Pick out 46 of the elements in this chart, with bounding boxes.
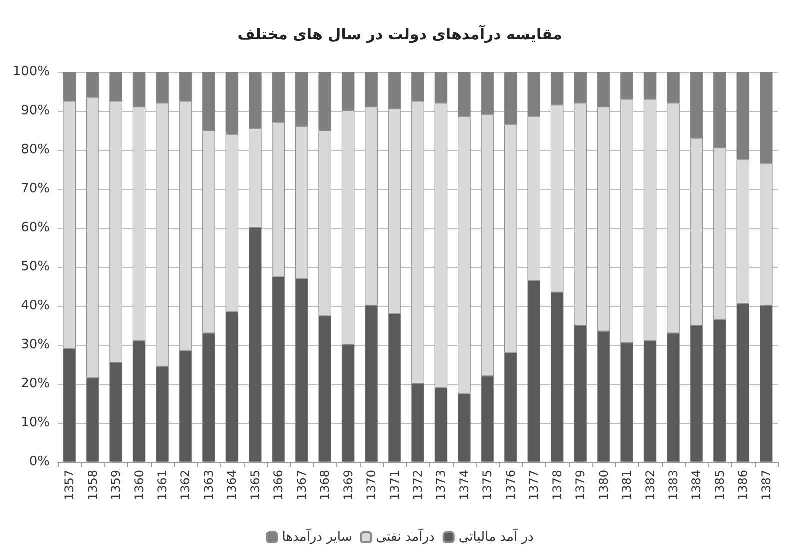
x-tick-label: 1384: [690, 470, 704, 501]
x-tick-label: 1358: [86, 470, 100, 501]
y-tick-label: 40%: [21, 298, 50, 314]
y-tick-label: 20%: [21, 376, 50, 392]
x-tick-label: 1379: [574, 470, 588, 501]
x-tick-label: 1378: [550, 470, 564, 501]
legend-label: در آمد مالیاتی: [458, 528, 534, 545]
x-tick-label: 1360: [132, 470, 146, 501]
x-tick-label: 1383: [666, 470, 680, 501]
x-tick-label: 1359: [109, 470, 124, 501]
chart-title: مقایسه درآمدهای دولت در سال های مختلف: [238, 24, 562, 44]
x-tick-label: 1364: [225, 470, 240, 501]
x-tick-label: 1382: [643, 470, 658, 501]
y-tick-label: 80%: [21, 142, 50, 158]
x-tick-label: 1357: [62, 470, 77, 501]
legend-label: سایر درآمدها: [282, 528, 352, 545]
x-tick-label: 1372: [411, 470, 425, 501]
x-tick-label: 1366: [272, 470, 286, 501]
x-tick-label: 1370: [364, 470, 379, 501]
y-tick-label: 60%: [21, 220, 50, 236]
x-tick-label: 1368: [318, 470, 332, 501]
x-tick-label: 1374: [457, 470, 472, 501]
x-tick-label: 1385: [712, 470, 727, 501]
x-tick-label: 1376: [504, 470, 518, 501]
x-tick-label: 1377: [527, 470, 542, 501]
x-tick-label: 1371: [388, 470, 402, 501]
y-tick-label: 0%: [29, 454, 50, 470]
x-tick-label: 1362: [178, 470, 193, 501]
x-tick-label: 1363: [202, 470, 216, 501]
x-tick-label: 1365: [248, 470, 262, 501]
x-tick-label: 1361: [156, 470, 170, 501]
legend-label: درآمد نفتی: [376, 528, 436, 545]
y-tick-label: 100%: [12, 64, 50, 80]
x-tick-label: 1367: [294, 470, 309, 501]
x-tick-label: 1380: [596, 470, 611, 501]
y-tick-label: 90%: [21, 104, 50, 118]
x-tick-label: 1387: [759, 470, 774, 501]
y-tick-label: 50%: [21, 260, 50, 274]
y-tick-label: 70%: [21, 182, 50, 196]
y-tick-label: 10%: [21, 416, 50, 430]
x-tick-label: 1369: [341, 470, 356, 501]
x-tick-label: 1375: [480, 470, 495, 501]
x-tick-label: 1381: [620, 470, 634, 501]
x-tick-label: 1386: [736, 470, 750, 501]
y-tick-label: 30%: [21, 338, 50, 352]
x-tick-label: 1373: [434, 470, 448, 501]
